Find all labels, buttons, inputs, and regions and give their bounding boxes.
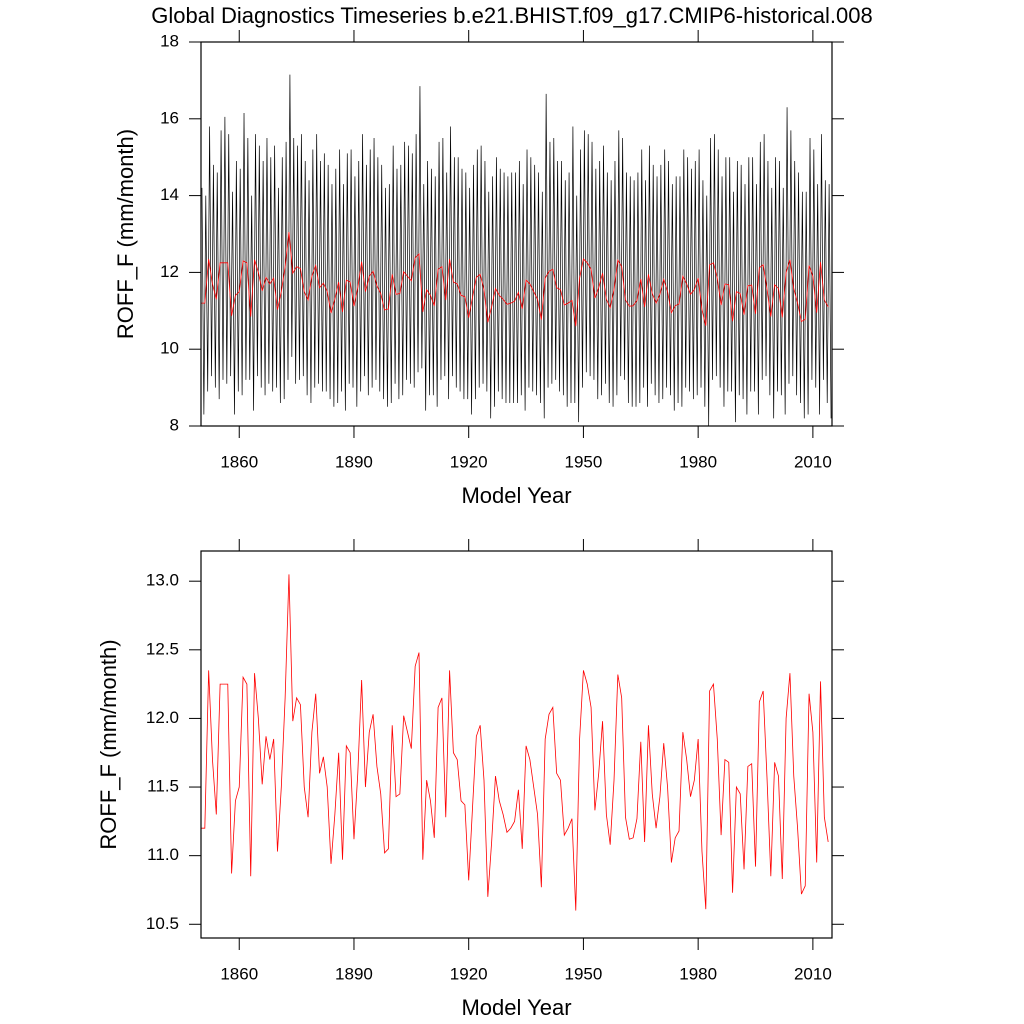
plot-frame: [200, 550, 833, 939]
x-tick-label: 1920: [450, 964, 488, 983]
y-tick-label: 11.5: [147, 777, 179, 796]
x-tick-label: 2010: [794, 964, 832, 983]
plot-frame: [200, 41, 833, 427]
y-tick-label: 16: [160, 108, 179, 127]
x-tick-label: 1860: [220, 452, 258, 471]
x-axis-label: Model Year: [461, 483, 571, 508]
chart-title: Global Diagnostics Timeseries b.e21.BHIS…: [151, 3, 872, 28]
x-tick-label: 2010: [794, 452, 832, 471]
y-tick-label: 8: [170, 415, 179, 434]
y-tick-label: 11.0: [147, 845, 179, 864]
x-tick-label: 1860: [220, 964, 258, 983]
x-tick-label: 1980: [679, 452, 717, 471]
x-tick-label: 1890: [335, 452, 373, 471]
x-tick-label: 1950: [565, 964, 603, 983]
data-line: [201, 74, 832, 427]
y-axis-label: ROFF_F (mm/month): [113, 129, 138, 339]
y-tick-label: 10: [160, 339, 179, 358]
y-tick-label: 13.0: [146, 571, 179, 590]
x-tick-label: 1980: [679, 964, 717, 983]
x-axis-label: Model Year: [461, 995, 571, 1020]
y-tick-label: 14: [160, 185, 179, 204]
x-tick-label: 1920: [450, 452, 488, 471]
data-line: [201, 574, 829, 911]
y-tick-label: 10.5: [146, 914, 179, 933]
y-tick-label: 12: [160, 262, 179, 281]
y-tick-label: 12.0: [146, 708, 179, 727]
x-tick-label: 1950: [565, 452, 603, 471]
y-tick-label: 18: [160, 31, 179, 50]
x-tick-label: 1890: [335, 964, 373, 983]
data-line: [201, 232, 829, 327]
y-axis-label: ROFF_F (mm/month): [96, 639, 121, 849]
y-tick-label: 12.5: [146, 639, 179, 658]
